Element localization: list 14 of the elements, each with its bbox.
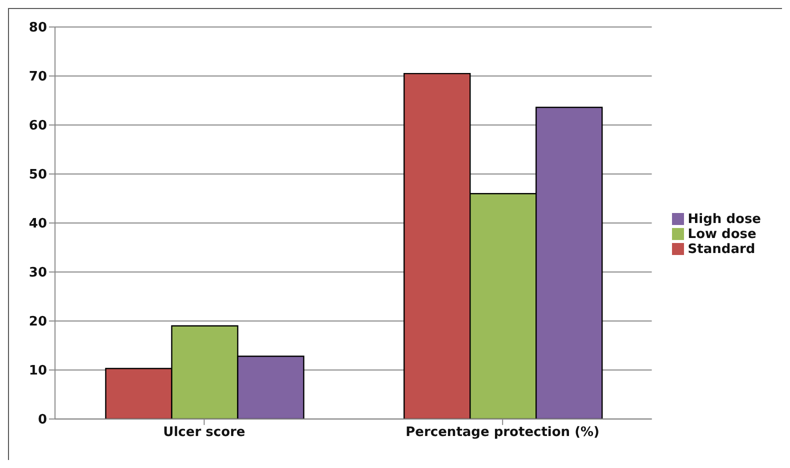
y-tick-label: 80 [28,20,47,36]
x-tick-label: Ulcer score [163,425,246,440]
y-tick-label: 20 [28,314,47,330]
y-tick-label: 10 [28,364,47,379]
legend-label: High dose [688,212,761,226]
legend-label: Low dose [688,226,756,242]
x-tick-label: Percentage protection (%) [406,425,600,440]
y-tick-label: 50 [28,168,47,183]
legend-label: Standard [688,242,756,256]
y-tick-label: 70 [28,70,47,85]
y-tick-label: 60 [28,118,47,134]
y-tick-label: 0 [38,412,47,428]
y-tick-label: 40 [28,216,47,232]
y-tick-label: 30 [28,266,47,281]
